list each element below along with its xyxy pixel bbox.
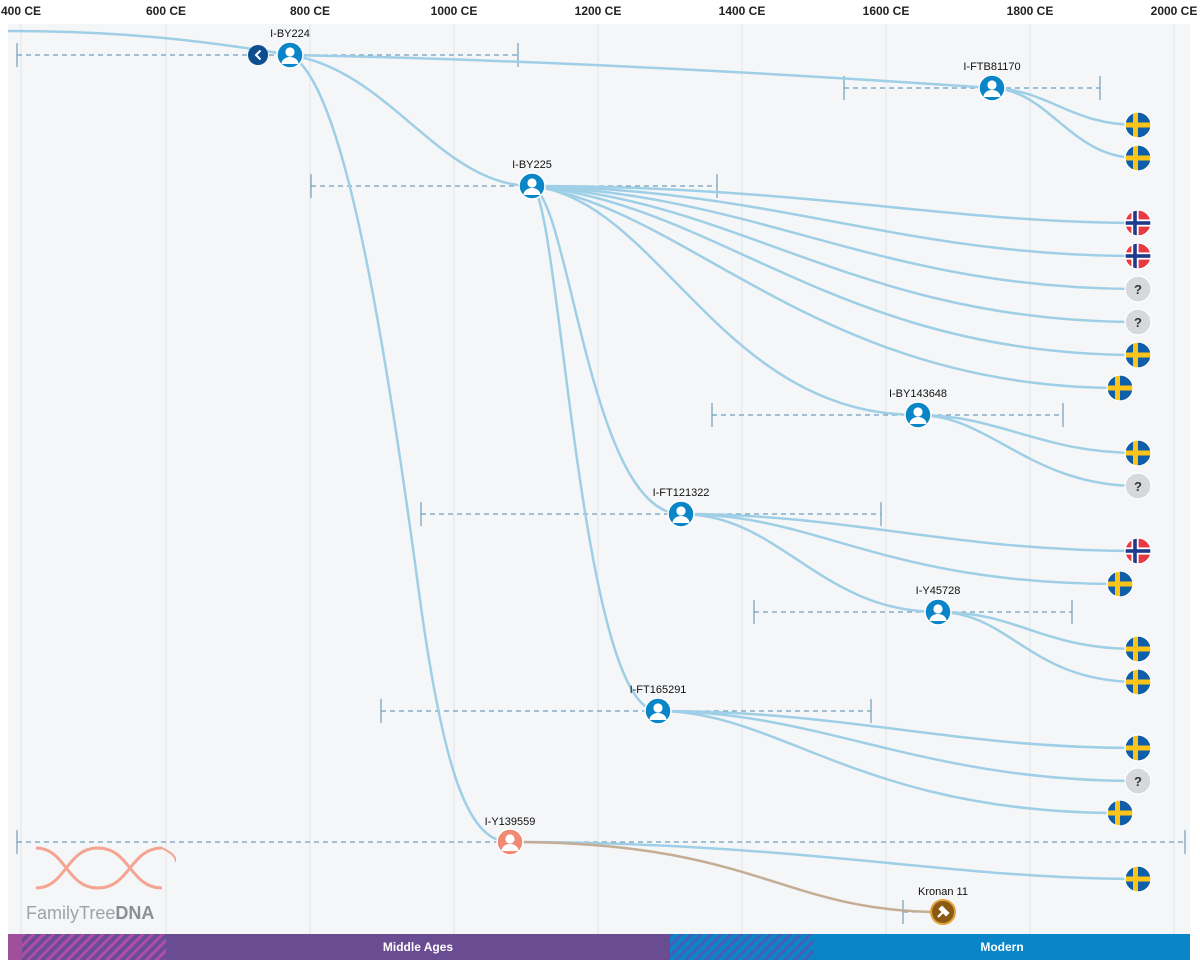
node-label: I-Y45728 (915, 585, 961, 597)
timeline-axis: 400 CE 600 CE 800 CE 1000 CE 1200 CE 140… (0, 0, 1200, 24)
node-y139559[interactable] (496, 828, 524, 856)
ancient-sample-node[interactable] (930, 899, 956, 925)
trowel-icon (937, 905, 950, 918)
ci-y139559 (16, 830, 1186, 854)
axis-tick-label: 1600 CE (862, 4, 910, 18)
node-ftb81170[interactable] (978, 74, 1006, 102)
leaf-sweden-flag-icon[interactable] (1125, 866, 1151, 892)
country-leaves: ???? (1107, 112, 1152, 892)
question-mark-icon: ? (1134, 315, 1142, 330)
question-mark-icon: ? (1134, 479, 1142, 494)
node-label: I-BY224 (270, 28, 310, 40)
leaf-sweden-flag-icon[interactable] (1125, 636, 1151, 662)
leaf-sweden-flag-icon[interactable] (1125, 342, 1151, 368)
ancient-sample-label: Kronan 11 (918, 886, 968, 898)
time-tree-plot[interactable]: ???? I-BY224 I-FTB81170 I-BY225 I-BY1436… (8, 24, 1190, 934)
time-tree-svg: ???? (8, 24, 1186, 934)
familytreedna-logo: FamilyTreeDNA (26, 842, 186, 924)
node-label: I-FT121322 (652, 487, 710, 499)
axis-tick-label: 1400 CE (718, 4, 766, 18)
branches (8, 29, 1139, 914)
era-segment-transition (670, 934, 814, 960)
node-ft121322[interactable] (667, 500, 695, 528)
ci-by143648 (711, 403, 1064, 427)
era-modern: Modern (814, 934, 1190, 960)
leaf-sweden-flag-icon[interactable] (1107, 375, 1133, 401)
ci-ft121322 (420, 502, 882, 526)
leaf-sweden-flag-icon[interactable] (1107, 571, 1133, 597)
question-mark-icon: ? (1134, 282, 1142, 297)
node-y45728[interactable] (924, 598, 952, 626)
leaf-norway-flag-icon[interactable] (1125, 210, 1151, 236)
node-by143648[interactable] (904, 401, 932, 429)
node-label: I-FTB81170 (963, 61, 1021, 73)
axis-tick-label: 1800 CE (1006, 4, 1054, 18)
ci-y45728 (753, 600, 1073, 624)
leaf-sweden-flag-icon[interactable] (1125, 440, 1151, 466)
axis-tick-label: 600 CE (145, 4, 187, 18)
axis-tick-label: 1200 CE (574, 4, 622, 18)
era-segment-edge (8, 934, 22, 960)
node-label: I-FT165291 (629, 684, 687, 696)
leaf-norway-flag-icon[interactable] (1125, 243, 1151, 269)
axis-tick-label: 2000 CE (1150, 4, 1198, 18)
axis-tick-label: 400 CE (0, 4, 42, 18)
axis-tick-label: 1000 CE (430, 4, 478, 18)
node-label: I-BY225 (512, 159, 552, 171)
ci-ft165291 (380, 699, 872, 723)
ci-ftb81170 (843, 76, 1101, 100)
leaf-sweden-flag-icon[interactable] (1125, 735, 1151, 761)
dna-helix-icon (35, 846, 177, 890)
back-button[interactable] (248, 45, 268, 65)
chevron-left-icon (254, 49, 262, 61)
leaf-sweden-flag-icon[interactable] (1125, 669, 1151, 695)
leaf-unknown-flag-icon[interactable]: ? (1124, 472, 1152, 500)
era-bar: Middle Ages Modern (8, 934, 1190, 960)
era-segment-transition (22, 934, 166, 960)
leaf-sweden-flag-icon[interactable] (1125, 145, 1151, 171)
vertical-grid (20, 24, 1175, 934)
leaf-sweden-flag-icon[interactable] (1125, 112, 1151, 138)
leaf-unknown-flag-icon[interactable]: ? (1124, 767, 1152, 795)
leaf-sweden-flag-icon[interactable] (1107, 800, 1133, 826)
node-label: I-BY143648 (888, 388, 948, 400)
era-middle-ages: Middle Ages (166, 934, 670, 960)
question-mark-icon: ? (1134, 774, 1142, 789)
node-label: I-Y139559 (484, 816, 536, 828)
node-by224[interactable] (276, 41, 304, 69)
logo-text: FamilyTreeDNA (26, 903, 155, 923)
confidence-intervals (16, 43, 1186, 924)
node-ft165291[interactable] (644, 697, 672, 725)
ci-by225 (310, 174, 718, 198)
leaf-norway-flag-icon[interactable] (1125, 538, 1151, 564)
axis-tick-label: 800 CE (289, 4, 331, 18)
leaf-unknown-flag-icon[interactable]: ? (1124, 275, 1152, 303)
leaf-unknown-flag-icon[interactable]: ? (1124, 308, 1152, 336)
node-by225[interactable] (518, 172, 546, 200)
